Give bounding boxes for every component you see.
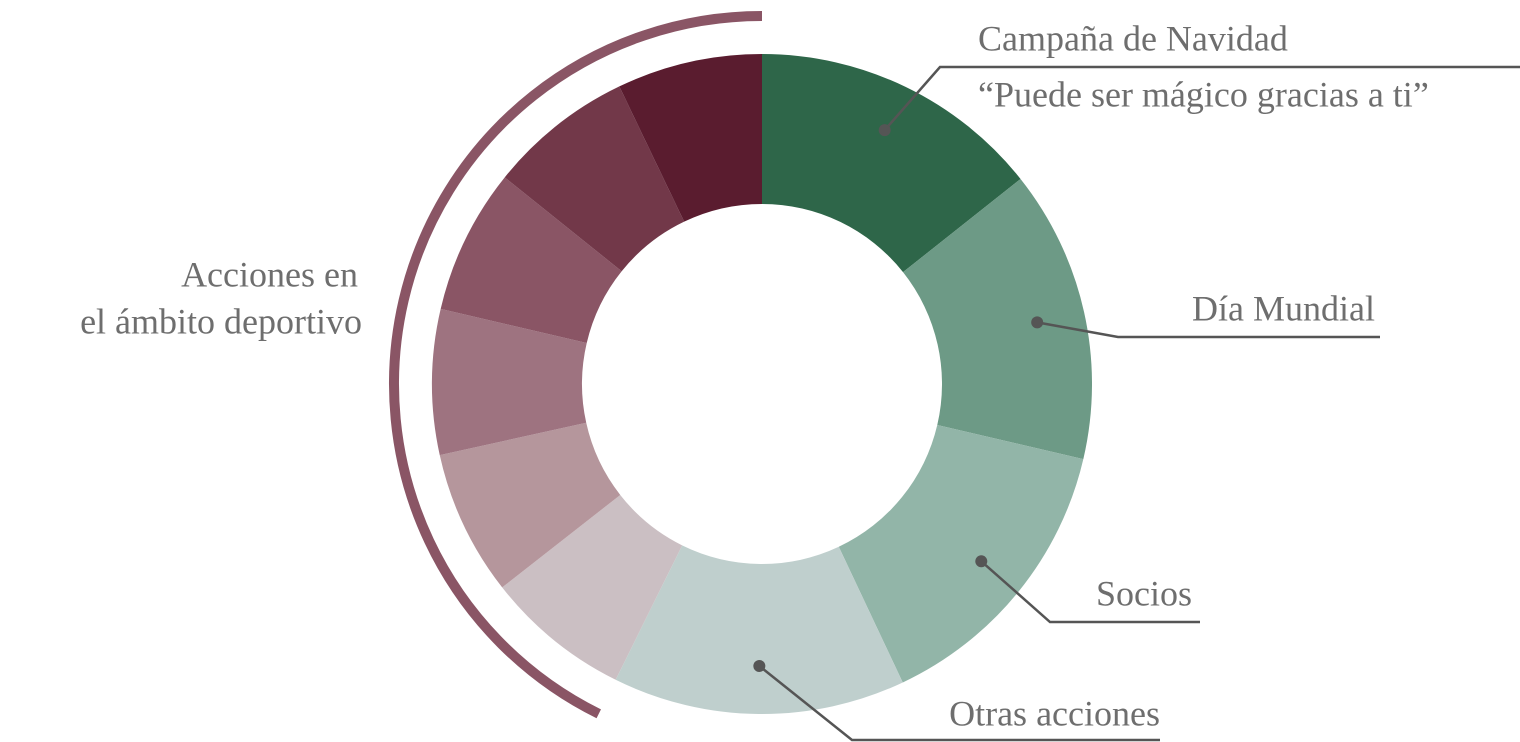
donut-segment (504, 86, 685, 272)
group-label: el ámbito deportivo (80, 301, 362, 341)
donut-segment (440, 177, 622, 343)
leader-dot (878, 124, 891, 137)
group-arc (389, 11, 763, 719)
donut-segment (903, 178, 1092, 460)
leader-line (980, 560, 1200, 624)
leader-dot (1031, 316, 1044, 329)
leader-dot (975, 555, 988, 568)
donut-segment (619, 54, 762, 222)
donut-segment (838, 425, 1084, 683)
category-label: Socios (1096, 573, 1192, 613)
category-label: Día Mundial (1192, 288, 1375, 328)
donut-segment (431, 308, 587, 456)
leader-dot (753, 659, 766, 672)
group-label: Acciones en (181, 254, 358, 294)
leader-line (758, 665, 1160, 742)
donut-segment (615, 545, 903, 714)
donut-segment (439, 422, 621, 588)
category-label: Otras acciones (949, 693, 1160, 733)
donut-segment (502, 494, 683, 680)
category-label: “Puede ser mágico gracias a ti” (978, 74, 1429, 114)
leader-line (883, 65, 1520, 131)
donut-segment (762, 54, 1021, 273)
category-label: Campaña de Navidad (978, 18, 1288, 58)
leader-line (1036, 321, 1380, 339)
